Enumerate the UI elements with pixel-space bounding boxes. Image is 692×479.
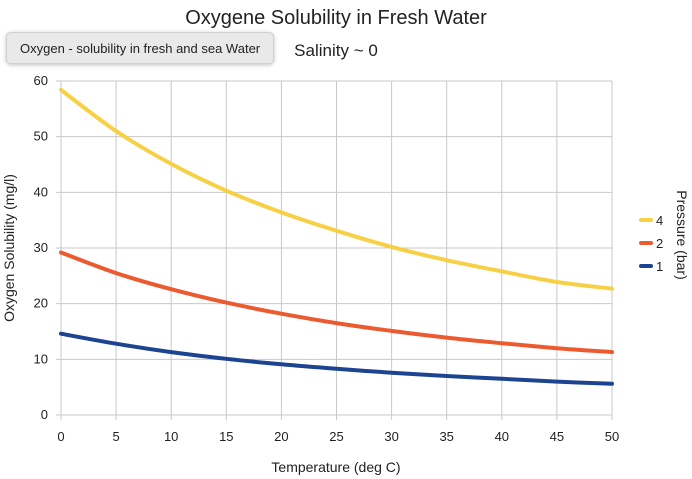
x-tick-label: 25: [329, 429, 343, 444]
x-tick-label: 30: [384, 429, 398, 444]
legend[interactable]: 4 2 1: [639, 213, 663, 274]
x-axis-ticks: 0 5 10 15 20 25 30 35 40 45 50: [57, 429, 619, 444]
legend-label-4[interactable]: 4: [656, 213, 663, 228]
x-tick-label: 35: [439, 429, 453, 444]
y-axis-ticks: 0 10 20 30 40 50 60: [34, 73, 48, 422]
chart-subtitle: Salinity ~ 0: [294, 41, 378, 60]
x-axis-label: Temperature (deg C): [271, 459, 400, 475]
x-tick-label: 15: [219, 429, 233, 444]
x-tick-label: 40: [495, 429, 509, 444]
y-tick-label: 20: [34, 296, 48, 311]
series-line-4[interactable]: [59, 87, 614, 291]
x-tick-label: 50: [605, 429, 619, 444]
legend-label-1[interactable]: 1: [656, 259, 663, 274]
tooltip: Oxygen - solubility in fresh and sea Wat…: [6, 32, 275, 64]
y-tick-label: 40: [34, 184, 48, 199]
y-tick-label: 30: [34, 240, 48, 255]
gridlines: [56, 80, 613, 420]
series-line-1[interactable]: [59, 331, 614, 386]
y-tick-label: 0: [41, 407, 48, 422]
x-tick-label: 0: [57, 429, 64, 444]
x-tick-label: 20: [274, 429, 288, 444]
series-line-2[interactable]: [59, 250, 614, 355]
chart-title: Oxygene Solubility in Fresh Water: [185, 7, 487, 29]
y-axis-label: Oxygen Solubility (mg/l): [1, 174, 17, 322]
series-lines: [59, 87, 614, 386]
x-tick-label: 10: [164, 429, 178, 444]
x-tick-label: 5: [112, 429, 119, 444]
legend-title: Pressure (bar): [674, 190, 690, 279]
legend-label-2[interactable]: 2: [656, 236, 663, 251]
y-tick-label: 60: [34, 73, 48, 88]
y-tick-label: 50: [34, 129, 48, 144]
x-tick-label: 45: [550, 429, 564, 444]
y-tick-label: 10: [34, 351, 48, 366]
